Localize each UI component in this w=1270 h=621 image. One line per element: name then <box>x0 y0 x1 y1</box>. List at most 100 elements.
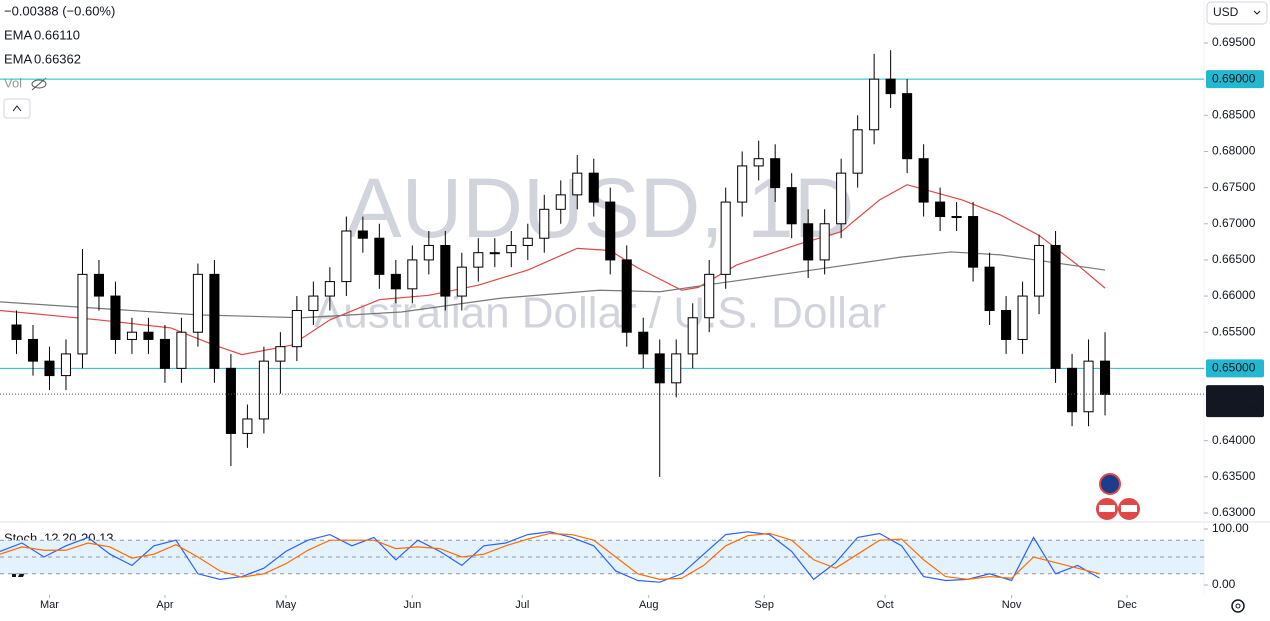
candle-body <box>555 194 566 210</box>
candle-body <box>671 353 682 384</box>
currency-label: USD <box>1213 5 1239 19</box>
candle-body <box>291 310 302 348</box>
level-label: 0.69000 <box>1212 71 1256 85</box>
y-tick-label: 0.69500 <box>1212 35 1256 49</box>
candle-body <box>704 273 715 319</box>
x-tick-label: Oct <box>877 599 894 611</box>
candle-body <box>192 273 203 333</box>
candle-body <box>473 252 484 268</box>
change-label: −0.00388 (−0.60%) <box>4 3 115 18</box>
x-tick-label: Jun <box>403 599 421 611</box>
x-tick-label: Nov <box>1002 599 1022 611</box>
candle-body <box>126 331 137 340</box>
candle-body <box>687 317 698 355</box>
candle-body <box>324 281 335 297</box>
candle-body <box>984 266 995 312</box>
candle-body <box>605 201 616 261</box>
candle-body <box>423 244 434 261</box>
candle-body <box>390 273 401 290</box>
volume-label[interactable]: Vol <box>4 75 22 90</box>
ema-line <box>0 251 1106 319</box>
candle-body <box>258 360 269 420</box>
candle-body <box>11 324 22 340</box>
candle-body <box>902 93 913 160</box>
currency-selector[interactable]: USD <box>1206 1 1268 25</box>
candle-body <box>654 353 665 384</box>
candle-body <box>638 331 649 355</box>
candle-body <box>720 201 731 275</box>
candle-body <box>60 353 72 377</box>
candle-body <box>341 230 352 283</box>
level-label-box <box>1206 359 1264 378</box>
candle-body <box>753 158 764 167</box>
candle-body <box>1001 310 1012 340</box>
y-tick-label: 0.66500 <box>1212 252 1256 266</box>
countdown-label: 06:46:45 <box>1212 401 1259 415</box>
candle-body <box>572 172 583 196</box>
stoch-tick-label: 100.00 <box>1212 521 1249 535</box>
candle-body <box>539 208 550 239</box>
candle-body <box>770 158 781 189</box>
candle-body <box>737 165 748 203</box>
candle-body <box>1034 244 1045 297</box>
candle-body <box>225 367 236 434</box>
candle-body <box>93 273 104 297</box>
watermark-subtitle: Australian Dollar / U.S. Dollar <box>314 289 886 338</box>
x-tick-label: May <box>275 599 296 611</box>
y-tick-label: 0.64000 <box>1212 433 1256 447</box>
candle-body <box>1083 360 1094 413</box>
settings-icon[interactable] <box>1231 599 1245 613</box>
candle-body <box>489 252 500 255</box>
y-tick-label: 0.66000 <box>1212 288 1256 302</box>
y-tick-label: 0.67500 <box>1212 180 1256 194</box>
candle-body <box>176 331 187 369</box>
candle-body <box>374 237 385 275</box>
level-label: 0.65000 <box>1212 361 1256 375</box>
candle-body <box>357 230 368 239</box>
candle-body <box>110 295 121 340</box>
collapse-button[interactable] <box>3 98 31 119</box>
candle-body <box>456 266 467 297</box>
candle-body <box>621 259 632 333</box>
candle-body <box>836 172 847 225</box>
x-tick-label: Mar <box>40 599 59 611</box>
candle-body <box>159 338 170 369</box>
candle-body <box>803 223 814 261</box>
candle-body <box>852 129 863 174</box>
candle-body <box>1067 367 1078 413</box>
flag-icons <box>1096 473 1140 520</box>
y-tick-label: 0.68000 <box>1212 144 1256 158</box>
y-tick-label: 0.68500 <box>1212 107 1256 121</box>
candle-body <box>1100 360 1111 395</box>
candle-body <box>885 78 896 95</box>
candle-body <box>869 78 880 131</box>
y-tick-label: 0.67000 <box>1212 216 1256 230</box>
y-tick-label: 0.65500 <box>1212 324 1256 338</box>
x-tick-label: Jul <box>515 599 529 611</box>
candle-body <box>522 237 533 246</box>
candle-body <box>440 244 451 297</box>
candle-body <box>407 259 418 290</box>
candle-body <box>308 295 319 312</box>
candle-body <box>27 338 39 362</box>
stoch-line <box>0 531 1100 583</box>
candle-body <box>951 216 962 219</box>
hide-icon[interactable] <box>31 77 47 91</box>
ema-value: 0.66362 <box>34 51 81 66</box>
candle-body <box>786 187 797 225</box>
candle-body <box>275 346 286 362</box>
candle-body <box>819 223 830 261</box>
stoch-tick-label: 0.00 <box>1212 577 1236 591</box>
y-tick-label: 0.63000 <box>1212 505 1256 519</box>
last-price-label: 0.64644 <box>1212 386 1256 400</box>
candle-body <box>918 158 929 203</box>
last-price-box <box>1206 385 1264 418</box>
candle-body <box>1017 295 1028 340</box>
x-tick-label: Dec <box>1117 599 1137 611</box>
candle-body <box>588 172 599 203</box>
candle-body <box>209 273 220 369</box>
candle-body <box>44 360 55 377</box>
ema-line <box>0 184 1106 356</box>
